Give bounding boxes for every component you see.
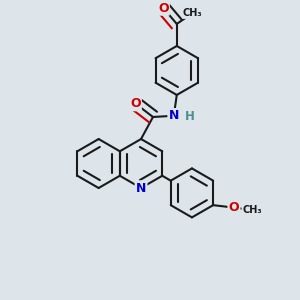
Text: N: N	[136, 182, 146, 194]
Text: O: O	[130, 97, 141, 110]
Text: H: H	[185, 110, 195, 123]
Text: O: O	[158, 2, 169, 14]
Text: O: O	[229, 201, 239, 214]
Text: CH₃: CH₃	[242, 205, 262, 215]
Text: CH₃: CH₃	[183, 8, 203, 18]
Text: N: N	[169, 109, 179, 122]
